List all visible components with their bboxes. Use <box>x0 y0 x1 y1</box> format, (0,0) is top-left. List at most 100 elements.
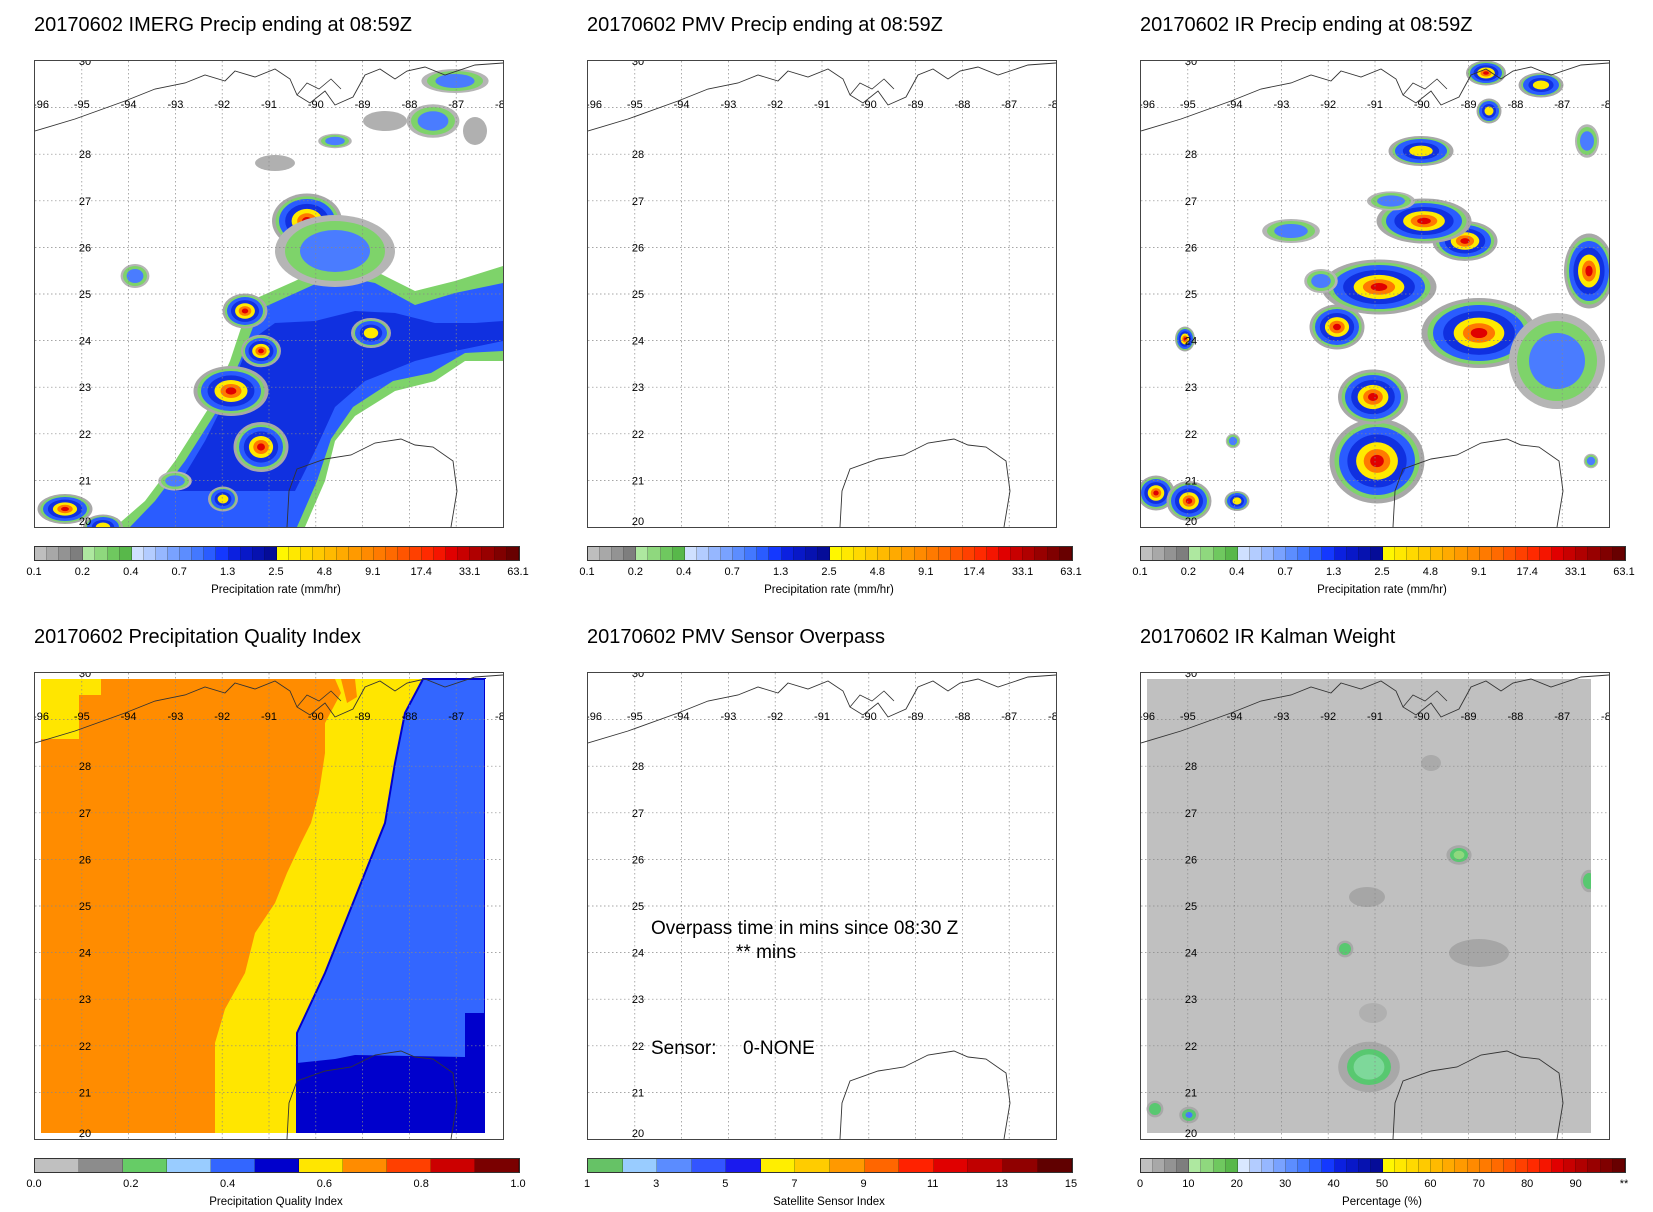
colorbar-swatch <box>1503 1159 1516 1172</box>
lat-tick-label: 28 <box>79 149 91 161</box>
colorbar-swatch <box>325 547 338 560</box>
lon-tick-label: -87 <box>1001 711 1017 723</box>
colorbar-swatch <box>1564 547 1577 560</box>
data-field <box>37 69 503 527</box>
colorbar-swatch <box>987 547 1000 560</box>
lat-tick-label: 22 <box>79 429 91 441</box>
lat-tick-label: 28 <box>1185 149 1197 161</box>
colorbar-tick-label: 4.8 <box>869 566 886 578</box>
panel-imerg-precip: 20170602 IMERG Precip ending at 08:59Z -… <box>0 0 528 596</box>
colorbar-swatch <box>1177 547 1190 560</box>
colorbar-tick-label: 33.1 <box>1011 566 1034 578</box>
colorbar-tick-label: 1.3 <box>219 566 236 578</box>
map-canvas: -96 -95 -94 -93 -92 -91 -90 -89 -88 -87 -86 30 28 27 2… <box>1141 673 1609 1139</box>
colorbar-tick-label: 3 <box>653 1178 660 1190</box>
colorbar-swatch <box>35 1159 79 1172</box>
sensor-label: Sensor: <box>651 1038 717 1059</box>
colorbar-tick-label: 0.2 <box>74 566 91 578</box>
lon-tick-label: -96 <box>35 711 49 723</box>
colorbar <box>34 1158 520 1173</box>
colorbar-swatch <box>1141 1159 1154 1172</box>
colorbar-swatch <box>1189 547 1202 560</box>
colorbar-swatch <box>1261 547 1275 560</box>
colorbar-swatch <box>1059 547 1072 560</box>
colorbar-swatch <box>726 1159 761 1172</box>
colorbar-swatch <box>588 1159 623 1172</box>
colorbar-tick-label: 2.5 <box>1374 566 1390 578</box>
lat-tick-label: 30 <box>79 61 91 68</box>
colorbar-tick-label: 4.8 <box>316 566 333 578</box>
lon-tick-label: -91 <box>261 711 277 723</box>
lon-tick-label: -89 <box>908 711 924 723</box>
colorbar-swatch <box>1564 1159 1577 1172</box>
colorbar-swatch <box>708 547 722 560</box>
colorbar-swatch <box>397 547 410 560</box>
colorbar-tick-label: 11 <box>926 1178 939 1190</box>
colorbar-swatch <box>914 547 927 560</box>
colorbar-swatch <box>434 547 447 560</box>
colorbar-swatch <box>1382 547 1395 560</box>
colorbar-swatch <box>1165 1159 1178 1172</box>
lat-tick-label: 20 <box>1185 1128 1197 1139</box>
map-canvas: -96 -95 -94 -93 -92 -91 -90 -89 -88 -87 -86 30 28 27 2… <box>588 673 1056 1139</box>
map-plot: -96 -95 -94 -93 -92 -91 -90 -89 -88 -87 -86 30 28 27 2… <box>34 60 504 528</box>
colorbar-swatch <box>878 547 891 560</box>
colorbar-swatch <box>1491 1159 1504 1172</box>
lat-tick-label: 23 <box>632 382 644 394</box>
colorbar-tick-label: 90 <box>1569 1178 1582 1190</box>
colorbar-tick-label: 50 <box>1375 1178 1389 1190</box>
lat-tick-label: 23 <box>79 994 91 1006</box>
colorbar-swatch <box>276 547 289 560</box>
lat-tick-label: 24 <box>1185 948 1197 960</box>
colorbar-swatch <box>216 547 229 560</box>
colorbar-swatch <box>1479 547 1492 560</box>
colorbar-swatch <box>1588 1159 1601 1172</box>
colorbar-swatch <box>1467 547 1480 560</box>
sensor-value: 0-NONE <box>743 1038 815 1059</box>
lat-tick-label: 21 <box>632 1087 644 1099</box>
colorbar-tick-label: 60 <box>1424 1178 1437 1190</box>
map-plot: -96 -95 -94 -93 -92 -91 -90 -89 -88 -87 -86 30 28 27 2… <box>34 672 504 1140</box>
colorbar-tick-label: 0.4 <box>219 1178 236 1190</box>
colorbar-tick-label: 33.1 <box>458 566 481 578</box>
colorbar-swatch <box>968 1159 1003 1172</box>
colorbar-tick-label: 9.1 <box>365 566 381 578</box>
colorbar-tick-label: 17.4 <box>963 566 985 578</box>
colorbar-swatch <box>950 547 963 560</box>
lon-tick-label: -91 <box>261 99 277 111</box>
lon-tick-label: -93 <box>1273 99 1289 111</box>
colorbar-swatch <box>1382 1159 1395 1172</box>
colorbar-swatch <box>841 547 855 560</box>
colorbar-swatch <box>1479 1159 1492 1172</box>
panel-kalman-weight: 20170602 IR Kalman Weight -96-95-94-93-9… <box>1106 612 1629 1208</box>
colorbar-tick-label: ** <box>1619 1178 1629 1190</box>
data-field <box>1141 61 1609 521</box>
lon-tick-label: -87 <box>1554 99 1570 111</box>
lat-tick-label: 22 <box>1185 429 1197 441</box>
colorbar-tick-label: 17.4 <box>1516 566 1538 578</box>
colorbar-tick-label: 0.1 <box>579 566 595 578</box>
colorbar-swatch <box>769 547 782 560</box>
colorbar-swatch <box>1153 1159 1166 1172</box>
colorbar-swatch <box>1334 1159 1347 1172</box>
colorbar-swatch <box>385 547 398 560</box>
panel-title: 20170602 IR Precip ending at 08:59Z <box>1140 14 1473 36</box>
colorbar-swatch <box>1274 547 1287 560</box>
lon-tick-label: -91 <box>814 711 830 723</box>
colorbar-swatch <box>793 547 806 560</box>
colorbar <box>587 546 1073 561</box>
lat-tick-label: 25 <box>632 289 644 301</box>
map-plot: -96 -95 -94 -93 -92 -91 -90 -89 -88 -87 -86 30 28 27 2… <box>587 60 1057 528</box>
colorbar-swatch <box>1225 547 1238 560</box>
colorbar-swatch <box>299 1159 343 1172</box>
colorbar-swatch <box>71 547 84 560</box>
lon-tick-label: -94 <box>674 99 690 111</box>
colorbar-swatch <box>1002 1159 1038 1172</box>
lat-tick-label: 30 <box>79 673 91 680</box>
colorbar <box>34 546 520 561</box>
lat-tick-label: 23 <box>79 382 91 394</box>
lat-tick-label: 20 <box>79 1128 91 1139</box>
lat-tick-label: 27 <box>1185 808 1197 820</box>
colorbar-swatch <box>1322 1159 1335 1172</box>
lon-tick-label: -96 <box>588 99 602 111</box>
